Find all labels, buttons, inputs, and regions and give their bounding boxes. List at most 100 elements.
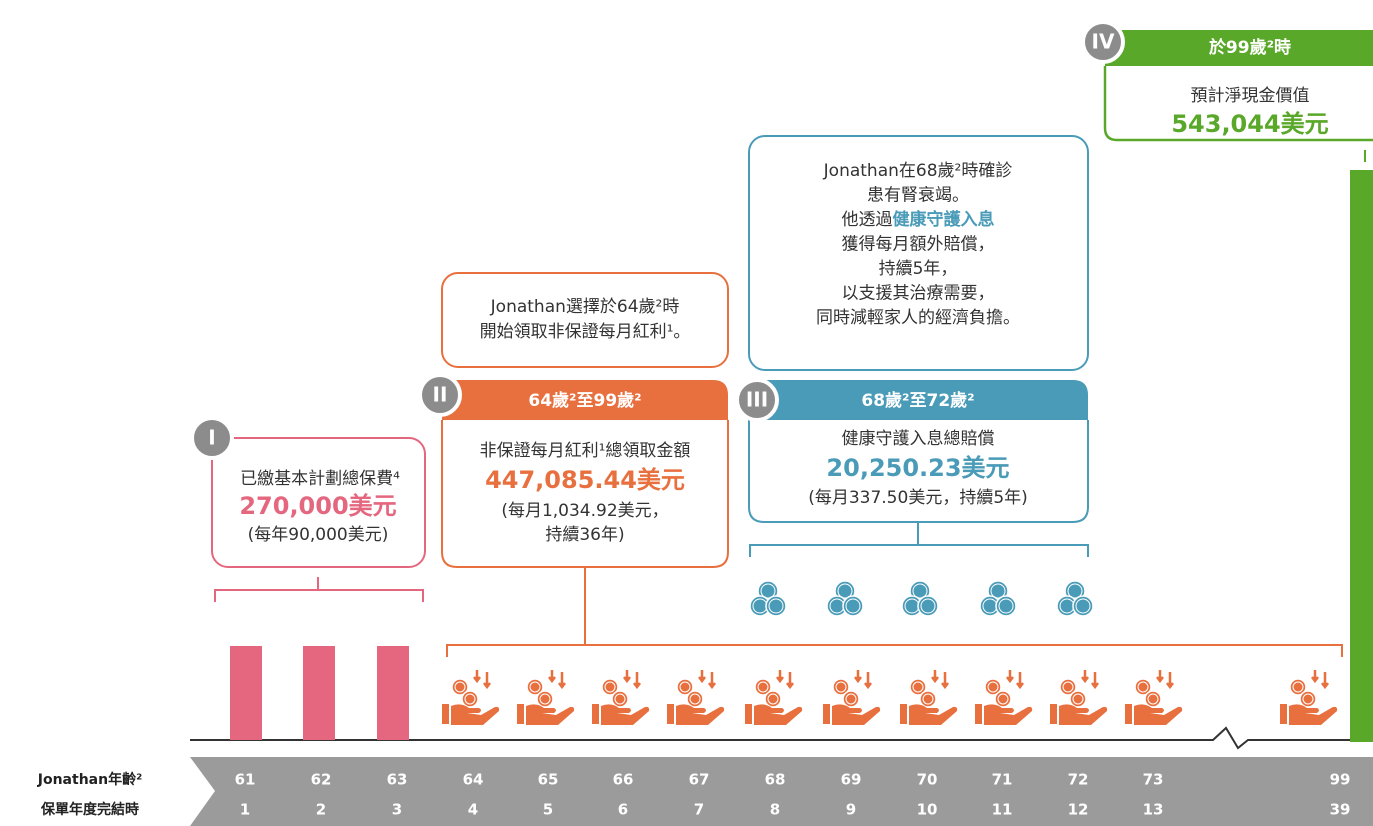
coin [536, 690, 554, 708]
policy-year: 11 [992, 801, 1013, 819]
stage4-header-bg [1105, 30, 1373, 66]
stage1-amount: 270,000美元 [239, 492, 396, 520]
hand [1050, 704, 1108, 725]
coin-ring [998, 598, 1014, 614]
stage4-title: 預計淨現金價值 [1191, 86, 1310, 106]
coin-ring [837, 583, 853, 599]
policy-year: 2 [316, 801, 326, 819]
policy-year: 39 [1330, 801, 1351, 819]
coin-ring [987, 681, 999, 693]
policy-year: 9 [846, 801, 856, 819]
coin [611, 690, 629, 708]
coin [601, 678, 619, 696]
coin-ring [1062, 681, 1074, 693]
stage4-badge-bg [1081, 20, 1125, 64]
description-text: 他透過 [842, 210, 893, 230]
age: 66 [613, 771, 634, 789]
arrow [1311, 670, 1329, 690]
coin-ring [760, 583, 776, 599]
row-label: Jonathan年齡² [37, 771, 142, 788]
cash-value-bar [1350, 170, 1373, 742]
stage1-box [211, 437, 426, 568]
timeline-axis [190, 726, 1350, 750]
stage2-header: 64歲²至99歲² [528, 390, 641, 411]
dividend-icon [1050, 670, 1108, 725]
age: 63 [387, 771, 408, 789]
arrow [931, 670, 949, 690]
stage3-amount: 20,250.23美元 [826, 454, 1009, 482]
description-line: 持續5年， [879, 259, 958, 279]
stage2-description: Jonathan選擇於64歲²時 [490, 297, 680, 317]
stage4-header: 於99歲²時 [1209, 37, 1291, 58]
description-line: Jonathan在68歲²時確診 [823, 161, 1013, 181]
policy-year: 13 [1143, 801, 1164, 819]
stage1-badge-bg [190, 416, 234, 460]
description-line: 獲得每月額外賠償， [842, 235, 995, 255]
coin-ring [845, 598, 861, 614]
stage2-amount: 447,085.44美元 [485, 466, 685, 494]
coin-ring [922, 693, 934, 705]
claim-icon [1056, 580, 1094, 617]
age: 72 [1068, 771, 1089, 789]
hand [900, 704, 958, 725]
dividend-icon [1125, 670, 1183, 725]
dividend-icon [667, 670, 725, 725]
arrow [854, 670, 872, 690]
coin [984, 678, 1002, 696]
stage3-description-box [748, 135, 1089, 371]
description-line: 同時減輕家人的經濟負擔。 [816, 308, 1020, 328]
policy-year: 12 [1068, 801, 1089, 819]
arrow [548, 670, 566, 690]
policy-year: 5 [543, 801, 553, 819]
stage1-title: 已繳基本計劃總保費⁴ [240, 469, 400, 489]
arrow [1006, 670, 1024, 690]
timeline-layer: 6116226336446556666776886997010711172127… [230, 580, 1351, 819]
hand [517, 704, 575, 725]
age: 67 [689, 771, 710, 789]
stage2-description: 開始領取非保證每月紅利¹。 [480, 322, 691, 342]
stage3-bracket [749, 522, 1089, 557]
coin-ring [689, 693, 701, 705]
stage1-badge: I [208, 426, 215, 450]
claim-icon [979, 580, 1017, 617]
claim-icon [749, 580, 787, 617]
stage3-header: 68歲²至72歲² [861, 390, 974, 411]
coin-ring [920, 598, 936, 614]
policy-year: 1 [240, 801, 250, 819]
stage2-title: 非保證每月紅利¹總領取金額 [480, 441, 691, 461]
premium-bar [377, 646, 409, 740]
stage2-badge: II [433, 383, 448, 407]
timeline-band [190, 757, 1373, 826]
arrow [623, 670, 641, 690]
coin-ring [1292, 681, 1304, 693]
coin-ring [1067, 583, 1083, 599]
stage3-note: (每月337.50美元，持續5年) [808, 488, 1028, 508]
age: 61 [235, 771, 256, 789]
stage3-badge: III [746, 388, 768, 412]
hand [442, 704, 500, 725]
coin-ring [1147, 693, 1159, 705]
stage2-description-box [441, 272, 729, 368]
coin [526, 678, 544, 696]
age: 99 [1330, 771, 1351, 789]
coin-ring [767, 693, 779, 705]
coin [461, 690, 479, 708]
age: 73 [1143, 771, 1164, 789]
stage4-amount: 543,044美元 [1171, 110, 1328, 138]
coin-ring [464, 693, 476, 705]
dividend-icon [823, 670, 881, 725]
coin-ring [768, 598, 784, 614]
claim-icon [826, 580, 864, 617]
description-highlight: 健康守護入息 [893, 209, 995, 230]
stage2-bracket [446, 567, 1343, 657]
coin-ring [1302, 693, 1314, 705]
stage3-description: Jonathan在68歲²時確診患有腎衰竭。他透過健康守護入息獲得每月額外賠償，… [816, 161, 1020, 328]
policy-year: 8 [770, 801, 780, 819]
stage4-badge: IV [1092, 30, 1115, 54]
coin [1069, 690, 1087, 708]
policy-year: 10 [917, 801, 938, 819]
policy-year: 7 [694, 801, 704, 819]
coin-ring [539, 693, 551, 705]
arrow [776, 670, 794, 690]
arrow [1156, 670, 1174, 690]
